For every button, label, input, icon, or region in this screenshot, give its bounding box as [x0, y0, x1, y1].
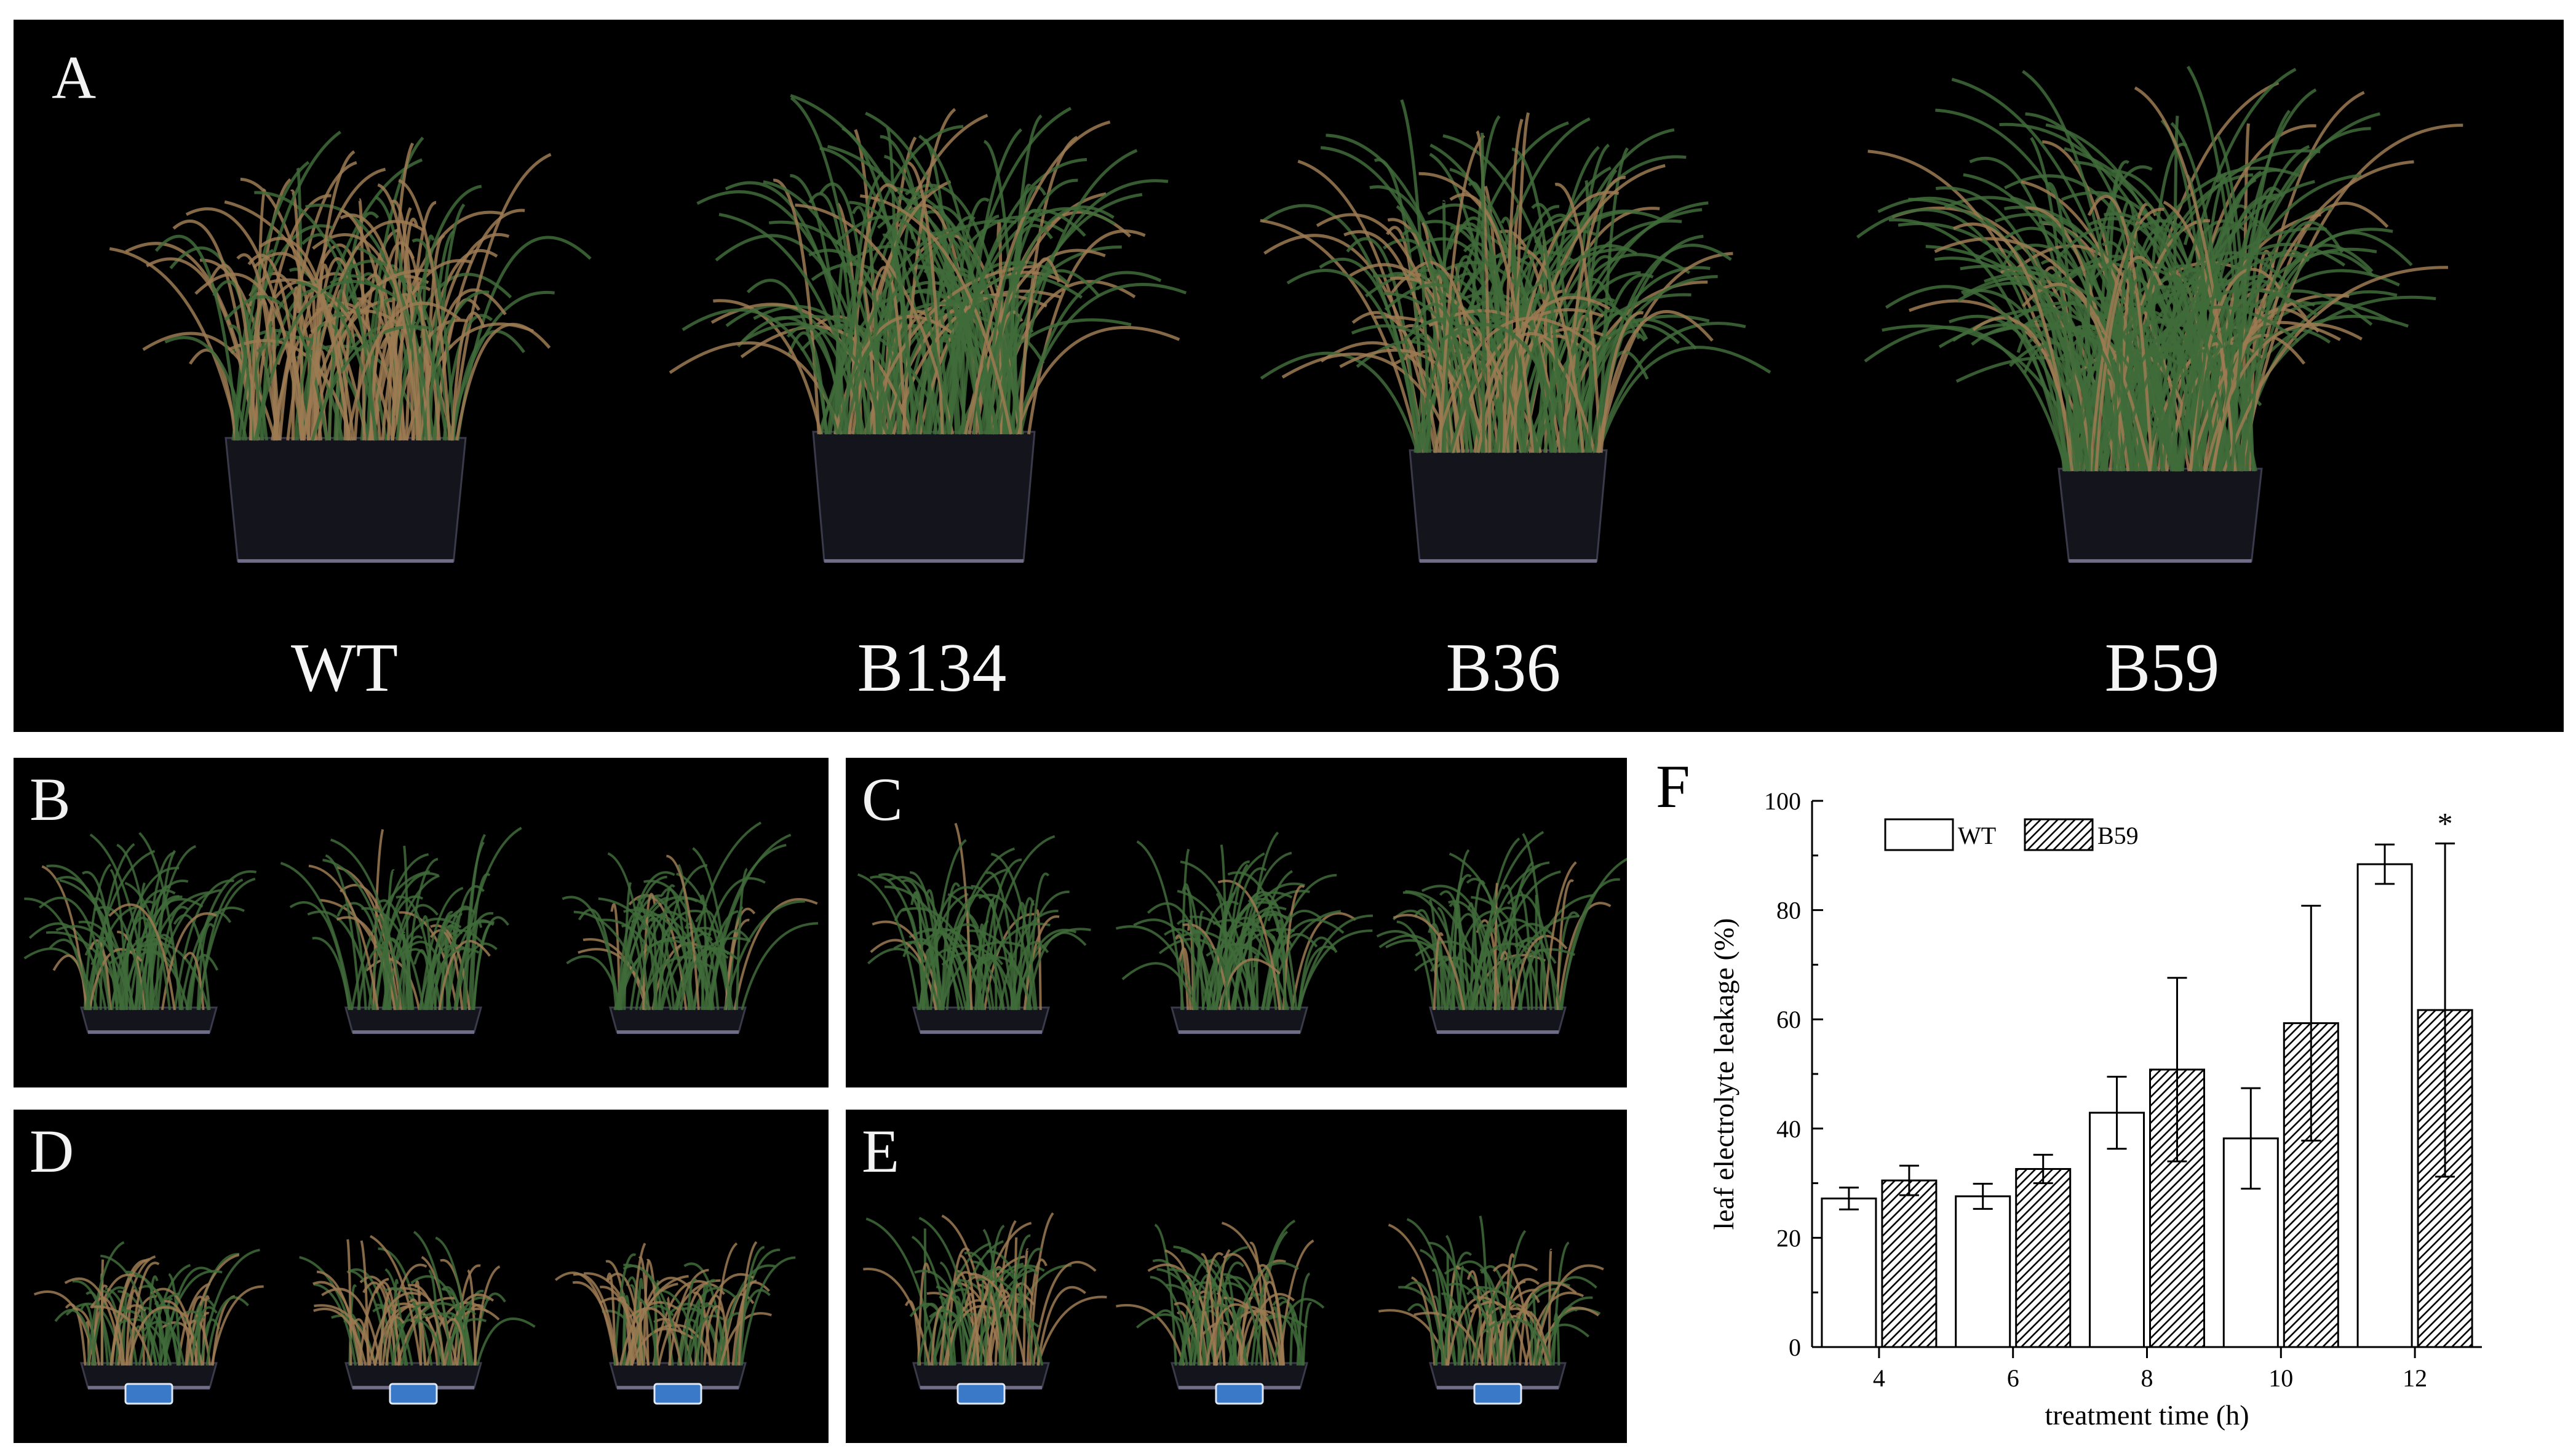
- grass-plant: [299, 1231, 536, 1405]
- y-tick-label: 0: [1789, 1334, 1801, 1361]
- x-tick-label: 6: [2007, 1364, 2019, 1392]
- pot-tag: [653, 1383, 702, 1405]
- bar-wt-8: [2089, 1111, 2145, 1348]
- bar-wt-12: [2356, 863, 2413, 1348]
- x-tick-label: 4: [1873, 1364, 1885, 1392]
- y-tick-label: 20: [1776, 1224, 1801, 1252]
- y-tick-label: 100: [1764, 787, 1801, 815]
- label-b134: B134: [857, 630, 1007, 706]
- panel-e-letter: E: [862, 1117, 900, 1185]
- panel-a-plants: [109, 65, 2463, 563]
- panel-e-plants: [863, 1212, 1604, 1405]
- label-b59: B59: [2104, 630, 2220, 706]
- panel-b-letter: B: [30, 765, 71, 833]
- grass-plant: [857, 822, 1091, 1034]
- panel-c-photo: C: [846, 758, 1627, 1087]
- panel-d-photo: D: [14, 1110, 829, 1443]
- panel-c-letter: C: [862, 765, 903, 833]
- pot-tag: [956, 1383, 1006, 1405]
- panel-b-photo: B: [14, 758, 829, 1087]
- bar-wt-4: [1821, 1197, 1877, 1348]
- panel-f-letter: F: [1656, 758, 1690, 821]
- grass-plant: [1116, 1219, 1325, 1405]
- panel-c-plants: [857, 822, 1627, 1034]
- label-wt: WT: [290, 630, 399, 706]
- grass-plant: [23, 832, 257, 1034]
- legend-swatch-wt: [1884, 818, 1954, 851]
- grass-plant: [562, 821, 818, 1034]
- y-tick-label: 80: [1776, 897, 1801, 924]
- grass-plant: [280, 827, 522, 1034]
- grass-plant: [1856, 65, 2463, 563]
- bar-b59-4: [1881, 1179, 1938, 1348]
- pot-tag: [1473, 1383, 1522, 1405]
- x-tick-label: 8: [2141, 1364, 2153, 1392]
- grass-plant: [554, 1241, 796, 1405]
- grass-plant: [1376, 830, 1627, 1034]
- grass-plant: [1115, 832, 1373, 1034]
- grass-plant: [109, 130, 592, 563]
- panel-e-photo: E: [846, 1110, 1627, 1443]
- y-tick-label: 40: [1776, 1115, 1801, 1143]
- panel-d-letter: D: [30, 1117, 74, 1185]
- x-tick-label: 12: [2403, 1364, 2427, 1392]
- panel-f-chart: F 0 20 40 60 80 100 4 6 8 10 12 * treatment time (h)…: [1655, 752, 2565, 1447]
- legend-label-wt: WT: [1958, 822, 1996, 849]
- y-tick-label: 60: [1776, 1006, 1801, 1033]
- x-axis-label: treatment time (h): [2045, 1399, 2249, 1431]
- y-axis-label: leaf electrolyte leakage (%): [1708, 918, 1739, 1230]
- label-b36: B36: [1445, 630, 1561, 706]
- panel-d-plants: [33, 1231, 796, 1405]
- panel-a-letter: A: [52, 43, 97, 111]
- grass-plant: [1378, 1215, 1604, 1405]
- pot-tag: [124, 1383, 173, 1405]
- bar-wt-6: [1955, 1195, 2011, 1348]
- grass-plant: [669, 93, 1187, 563]
- grass-plant: [863, 1212, 1107, 1405]
- panel-a-photo: A WT B134 B36 B59: [14, 20, 2564, 732]
- pot-tag: [389, 1383, 438, 1405]
- electrolyte-leakage-chart: F 0 20 40 60 80 100 4 6 8 10 12 * treatment time (h)…: [1656, 752, 2482, 1431]
- chart-plot-area: 0 20 40 60 80 100 4 6 8 10 12 * treatment time (h) le…: [1708, 787, 2482, 1431]
- grass-plant: [33, 1241, 264, 1405]
- pot-tag: [1215, 1383, 1264, 1405]
- legend-label-b59: B59: [2097, 822, 2139, 849]
- bar-b59-6: [2015, 1168, 2072, 1348]
- significance-marker: *: [2438, 806, 2453, 840]
- grass-plant: [1260, 99, 1771, 563]
- panel-b-plants: [23, 821, 818, 1034]
- legend-swatch-b59: [2024, 818, 2094, 851]
- x-tick-label: 10: [2268, 1364, 2293, 1392]
